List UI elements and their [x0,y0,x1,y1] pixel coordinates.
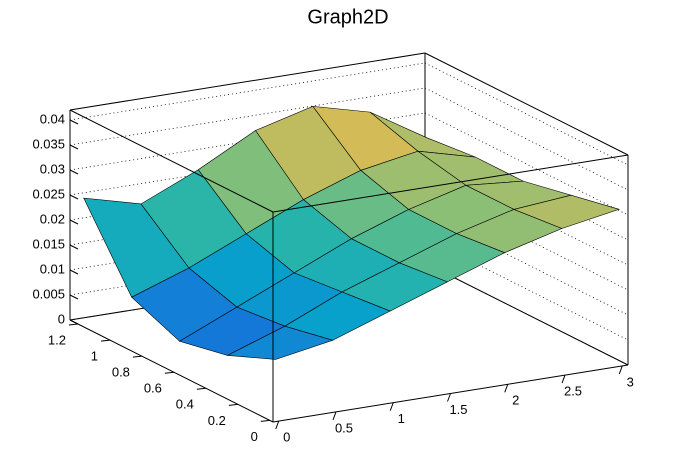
z-tick [69,294,79,300]
y-tick-label: 0.6 [144,381,162,396]
y-tick [68,323,79,326]
z-tick-label: 0.005 [32,286,65,301]
y-tick [260,419,270,422]
box-edge [69,109,274,213]
chart-title: Graph2D [307,6,388,28]
x-tick-label: 1 [398,411,405,426]
z-tick [69,119,79,125]
x-tick [447,393,451,402]
z-tick-label: 0.04 [40,111,65,126]
x-tick [389,402,394,411]
y-tick-label: 0.2 [208,413,226,428]
y-tick-label: 0.8 [112,365,130,380]
box-edge [69,52,426,111]
x-tick [561,374,566,384]
y-tick-label: 0.4 [176,397,194,412]
y-tick [100,339,111,342]
z-tick [69,144,79,150]
z-tick-label: 0.01 [40,261,65,276]
x-tick [504,384,509,393]
x-tick-label: 2 [512,393,519,408]
grid-line [69,62,426,121]
x-tick-label: 3 [627,374,634,389]
z-tick-label: 0.03 [40,161,65,176]
x-tick-label: 0.5 [335,420,353,435]
x-tick-label: 2.5 [564,384,582,399]
z-tick [69,219,79,225]
y-tick [132,355,142,358]
z-tick-label: 0.015 [32,236,65,251]
surface-cell [226,325,334,360]
x-tick [332,411,337,421]
y-tick-label: 1.2 [48,332,66,347]
box-edge [424,52,629,156]
z-tick [69,319,79,325]
box-edge [272,154,629,213]
box-edge [69,319,274,423]
x-tick-label: 0 [283,430,290,445]
z-tick-label: 0.025 [32,186,65,201]
x-tick [618,365,623,375]
z-tick [69,169,79,175]
z-tick [69,194,79,200]
z-tick-label: 0.035 [32,136,65,151]
x-tick-label: 1.5 [449,402,467,417]
z-tick-label: 0.02 [40,211,65,226]
y-tick [228,403,238,406]
box-edge [424,262,629,366]
y-tick [164,371,174,374]
y-tick-label: 1 [91,349,98,364]
y-tick [196,387,206,390]
z-tick [69,244,79,250]
z-tick-label: 0 [58,311,65,326]
y-tick-label: 0 [251,429,258,444]
z-tick [69,269,79,275]
x-tick [275,420,280,430]
